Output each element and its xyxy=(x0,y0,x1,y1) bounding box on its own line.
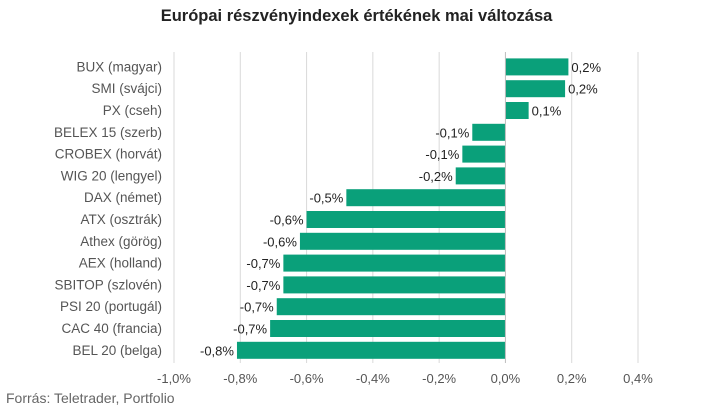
category-label: PX (cseh) xyxy=(103,103,162,118)
value-label: 0,1% xyxy=(532,104,562,119)
gridlines xyxy=(173,52,639,363)
category-label: ATX (osztrák) xyxy=(80,212,162,227)
x-tick-label: -0,8% xyxy=(223,371,257,386)
value-label: -0,2% xyxy=(419,169,453,184)
category-label: CAC 40 (francia) xyxy=(61,321,162,336)
value-label: -0,1% xyxy=(435,125,469,140)
x-tick-label: -0,2% xyxy=(422,371,456,386)
x-tick-label: -1,0% xyxy=(157,371,191,386)
category-label: CROBEX (horvát) xyxy=(55,147,162,162)
value-label: -0,7% xyxy=(240,300,274,315)
value-label: 0,2% xyxy=(571,60,601,75)
category-label: PSI 20 (portugál) xyxy=(60,299,162,314)
value-label: 0,2% xyxy=(568,82,598,97)
bar xyxy=(299,232,506,250)
chart-title: Európai részvényindexek értékének mai vá… xyxy=(160,7,553,25)
value-label: -0,1% xyxy=(425,147,459,162)
bar xyxy=(283,276,506,294)
bar xyxy=(270,320,506,337)
value-label: -0,6% xyxy=(263,234,297,249)
bar xyxy=(306,211,506,228)
bar xyxy=(346,189,506,207)
x-tick-label: -0,4% xyxy=(356,371,390,386)
bar xyxy=(283,254,506,272)
bars xyxy=(236,58,569,359)
category-label: Athex (görög) xyxy=(80,234,162,249)
category-label: AEX (holland) xyxy=(79,256,162,271)
bar xyxy=(472,123,506,141)
value-label: -0,5% xyxy=(309,191,343,206)
category-label: SBITOP (szlovén) xyxy=(54,277,162,292)
bar xyxy=(276,298,506,316)
category-label: BELEX 15 (szerb) xyxy=(54,125,162,140)
value-label: -0,8% xyxy=(200,343,234,358)
bar xyxy=(455,167,506,185)
bar xyxy=(236,341,506,359)
category-label: BEL 20 (belga) xyxy=(72,343,162,358)
category-label: DAX (német) xyxy=(84,190,162,205)
bar xyxy=(462,145,506,163)
x-axis-tick-labels: -1,0% -0,8% -0,6% -0,4% -0,2% 0,0% 0,2% 0,4% xyxy=(157,371,653,386)
category-labels: BUX (magyar) SMI (svájci) PX (cseh) BELEX 1… xyxy=(54,59,162,357)
x-tick-label: 0,4% xyxy=(623,371,653,386)
value-labels: 0,2% 0,2% 0,1% -0,1% -0,1% -0,2% -0,5% -0,6% -0,… xyxy=(200,60,601,358)
category-label: WIG 20 (lengyel) xyxy=(61,168,162,183)
category-label: SMI (svájci) xyxy=(92,81,163,96)
x-tick-label: -0,6% xyxy=(290,371,324,386)
bar xyxy=(505,80,566,98)
bar xyxy=(505,102,529,119)
value-label: -0,7% xyxy=(246,278,280,293)
value-label: -0,6% xyxy=(270,213,304,228)
bar xyxy=(505,58,569,76)
source-note: Forrás: Teletrader, Portfolio xyxy=(6,390,175,406)
x-tick-label: 0,0% xyxy=(491,371,521,386)
value-label: -0,7% xyxy=(246,256,280,271)
value-label: -0,7% xyxy=(233,322,267,337)
x-tick-label: 0,2% xyxy=(557,371,587,386)
category-label: BUX (magyar) xyxy=(76,59,162,74)
